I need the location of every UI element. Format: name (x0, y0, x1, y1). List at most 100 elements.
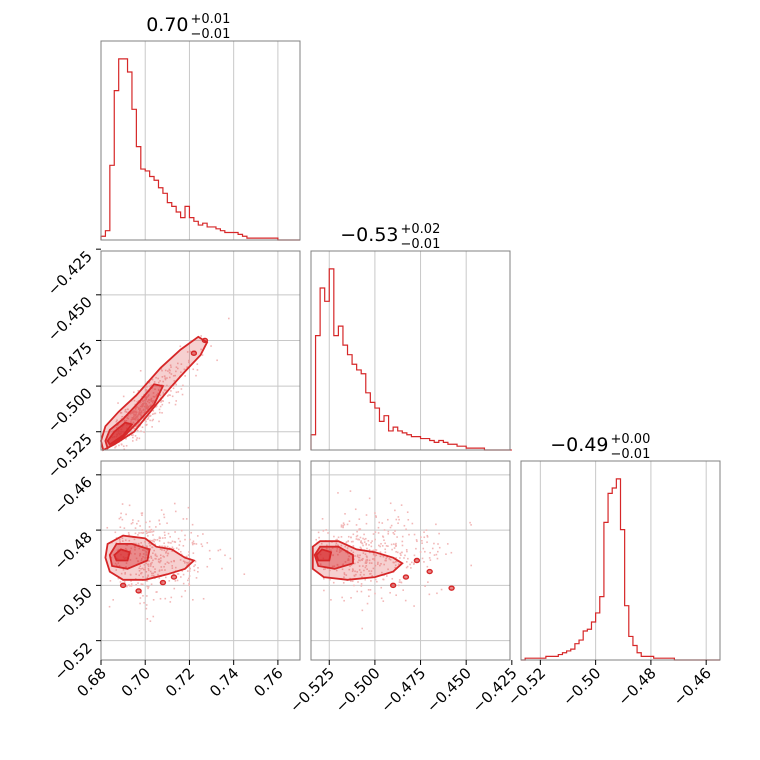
scatter-point (114, 562, 117, 565)
scatter-point (144, 395, 146, 398)
x-tick-label: −0.50 (559, 664, 604, 709)
scatter-point (170, 542, 172, 544)
scatter-point (149, 620, 152, 622)
scatter-point (357, 554, 359, 557)
scatter-point (195, 543, 198, 545)
scatter-point (158, 408, 161, 411)
scatter-point (147, 586, 150, 588)
scatter-point (135, 542, 137, 545)
scatter-point (121, 503, 124, 505)
scatter-point (315, 538, 317, 541)
scatter-point (145, 604, 148, 606)
scatter-point (415, 539, 418, 541)
scatter-point (352, 569, 354, 571)
scatter-point (136, 437, 138, 439)
scatter-point (193, 569, 196, 572)
scatter-point (403, 557, 405, 559)
panel-frame (310, 250, 511, 451)
scatter-point (164, 537, 166, 539)
scatter-point (364, 561, 367, 563)
scatter-point (217, 549, 220, 552)
scatter-point (390, 524, 393, 527)
scatter-point (133, 415, 135, 418)
scatter-point (347, 535, 350, 538)
y-tick-label: −0.500 (44, 384, 96, 436)
scatter-point (172, 387, 175, 390)
scatter-point (128, 539, 131, 542)
scatter-point (134, 435, 137, 437)
scatter-point (387, 518, 389, 521)
scatter-point (394, 509, 396, 512)
scatter-point (159, 380, 161, 382)
scatter-point (349, 565, 351, 567)
scatter-point (349, 577, 351, 580)
scatter-point (378, 521, 381, 524)
scatter-point (147, 587, 149, 590)
scatter-point (125, 444, 128, 447)
scatter-point (356, 590, 359, 593)
scatter-point (344, 513, 346, 515)
scatter-point (397, 563, 400, 566)
scatter-point (138, 547, 141, 550)
scatter-point (208, 549, 211, 552)
scatter-point (322, 568, 325, 571)
scatter-point (470, 564, 473, 567)
scatter-point (383, 529, 386, 531)
scatter-point (404, 554, 406, 557)
scatter-point (167, 562, 170, 564)
scatter-point (157, 388, 160, 391)
scatter-point (383, 539, 385, 542)
scatter-point (174, 531, 176, 533)
scatter-point (121, 415, 123, 418)
scatter-point (138, 407, 140, 409)
scatter-point (346, 547, 349, 549)
scatter-point (382, 578, 384, 581)
scatter-point (337, 536, 340, 539)
scatter-point (148, 399, 151, 401)
scatter-point (134, 411, 137, 413)
scatter-point (322, 530, 325, 532)
scatter-point (341, 564, 344, 567)
scatter-point (368, 551, 371, 554)
scatter-point (350, 596, 352, 599)
scatter-point (317, 531, 320, 534)
scatter-point (338, 551, 341, 554)
scatter-point (149, 529, 152, 532)
scatter-point (184, 534, 186, 537)
scatter-point (151, 386, 154, 389)
scatter-point (147, 567, 150, 570)
scatter-point (142, 531, 145, 534)
scatter-point (152, 409, 155, 412)
scatter-point (384, 548, 386, 551)
scatter-point (136, 401, 139, 403)
x-tick-label: 0.72 (162, 664, 198, 700)
scatter-point (356, 530, 358, 533)
scatter-point (354, 570, 356, 573)
scatter-point (139, 413, 141, 415)
scatter-point (147, 563, 150, 566)
scatter-point (151, 413, 154, 416)
scatter-point (159, 548, 162, 551)
scatter-point (394, 530, 396, 532)
scatter-point (143, 601, 145, 604)
scatter-point (146, 400, 149, 403)
scatter-point (151, 419, 154, 422)
scatter-point (361, 609, 364, 612)
scatter-point (359, 554, 361, 557)
scatter-point (144, 541, 146, 543)
scatter-point (136, 406, 138, 408)
scatter-point (145, 570, 148, 573)
scatter-point (148, 415, 150, 417)
scatter-point (416, 540, 418, 543)
scatter-point (470, 524, 472, 526)
scatter-point (149, 544, 151, 547)
scatter-point (363, 569, 365, 572)
scatter-point (130, 421, 132, 423)
scatter-point (138, 567, 141, 570)
scatter-point (436, 557, 439, 560)
scatter-point (440, 588, 443, 591)
panel-frame (100, 40, 301, 241)
scatter-point (145, 420, 147, 423)
scatter-point (327, 532, 329, 534)
scatter-point (145, 554, 148, 556)
